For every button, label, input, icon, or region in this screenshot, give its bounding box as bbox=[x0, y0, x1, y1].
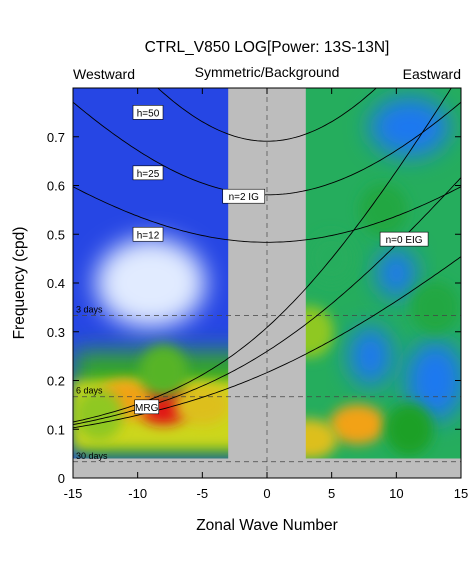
dispersion-label: MRG bbox=[135, 403, 159, 414]
y-tick-label: 0.2 bbox=[47, 374, 65, 389]
dispersion-label-box bbox=[379, 231, 429, 247]
dispersion-label-box bbox=[132, 226, 164, 242]
dispersion-label: n=2 IG bbox=[229, 192, 260, 203]
masked-regions bbox=[73, 88, 461, 478]
power-blob bbox=[359, 183, 408, 236]
power-blob bbox=[411, 281, 460, 334]
power-blob bbox=[329, 404, 386, 445]
period-line-label: 3 days bbox=[76, 305, 103, 315]
curve-n2-ig-h50 bbox=[157, 88, 377, 142]
y-tick-label: 0.5 bbox=[47, 227, 65, 242]
dispersion-label-box bbox=[134, 399, 160, 415]
x-tick-label: -10 bbox=[128, 486, 147, 501]
westward-label: Westward bbox=[73, 66, 135, 82]
y-tick-label: 0 bbox=[58, 471, 65, 486]
period-line-label: 30 days bbox=[76, 451, 108, 461]
low-power-region bbox=[95, 238, 206, 328]
east-low-patch bbox=[405, 340, 461, 421]
y-tick-label: 0.6 bbox=[47, 179, 65, 194]
eastward-label: Eastward bbox=[403, 66, 461, 82]
power-blob bbox=[74, 388, 123, 441]
x-tick-label: 0 bbox=[263, 486, 270, 501]
curve-n2-ig-h12 bbox=[73, 186, 461, 243]
x-axis-label: Zonal Wave Number bbox=[196, 517, 338, 534]
y-tick-label: 0.4 bbox=[47, 276, 65, 291]
y-tick-label: 0.1 bbox=[47, 422, 65, 437]
period-lines: 3 days 6 days 30 days bbox=[73, 305, 461, 463]
y-axis-label: Frequency (cpd) bbox=[11, 227, 28, 340]
east-low-patch bbox=[369, 97, 450, 157]
east-low-patch bbox=[376, 248, 417, 299]
dispersion-label: h=50 bbox=[137, 108, 160, 119]
power-blob bbox=[174, 384, 231, 425]
dispersion-label: h=25 bbox=[137, 169, 160, 180]
dispersion-labels: h=50 h=25 h=12 n=2 IG n=0 EIG MRG bbox=[132, 105, 429, 415]
chart-subtitle: Symmetric/Background bbox=[195, 64, 340, 80]
y-tick-label: 0.3 bbox=[47, 325, 65, 340]
dispersion-label: h=12 bbox=[137, 230, 160, 241]
dispersion-label: n=0 EIG bbox=[386, 235, 423, 246]
y-tick-label: 0.7 bbox=[47, 130, 65, 145]
x-axis: -15 -10 -5 0 5 10 15 bbox=[64, 88, 468, 501]
period-line-label: 6 days bbox=[76, 386, 103, 396]
y-axis: 0 0.1 0.2 0.3 0.4 0.5 0.6 0.7 bbox=[47, 130, 461, 486]
x-tick-label: -15 bbox=[64, 486, 83, 501]
chart-title: CTRL_V850 LOG[Power: 13S-13N] bbox=[145, 39, 390, 56]
dispersion-label-box bbox=[222, 188, 266, 204]
dispersion-label-box bbox=[132, 165, 164, 181]
x-tick-label: 10 bbox=[389, 486, 403, 501]
x-tick-label: 15 bbox=[454, 486, 468, 501]
x-tick-label: -5 bbox=[197, 486, 209, 501]
dispersion-label-box bbox=[132, 105, 164, 120]
curve-n0-h12 bbox=[73, 256, 461, 429]
power-blob bbox=[139, 344, 188, 397]
curve-n2-ig-h25 bbox=[73, 101, 461, 196]
east-low-patch bbox=[348, 326, 393, 387]
x-tick-label: 5 bbox=[328, 486, 335, 501]
power-blob bbox=[385, 403, 434, 456]
